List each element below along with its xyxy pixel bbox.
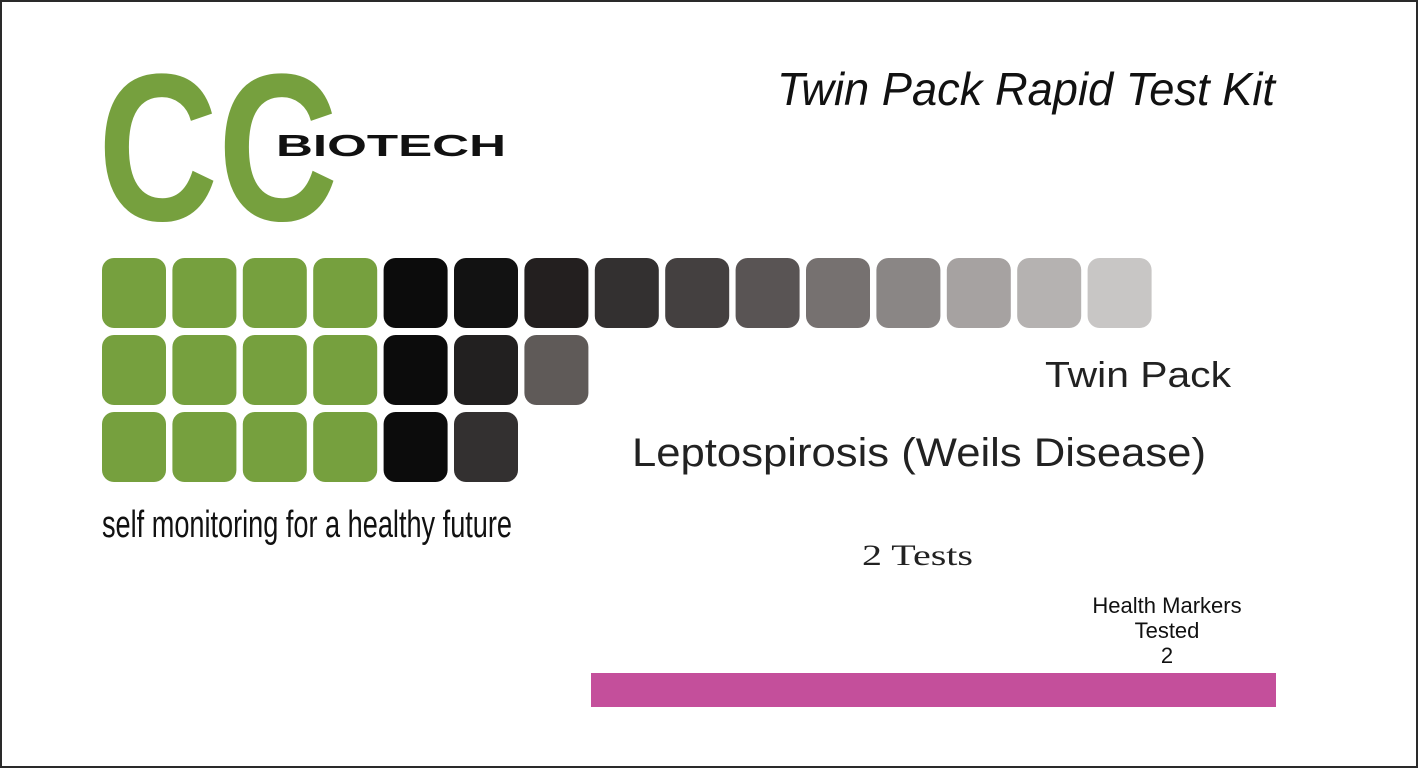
tile <box>946 258 1011 328</box>
tile <box>102 412 166 482</box>
tile <box>102 335 166 405</box>
tile <box>313 335 378 405</box>
tests: 2 Tests <box>862 539 973 572</box>
tile <box>735 258 800 328</box>
tile <box>1017 258 1082 328</box>
tile <box>454 335 518 405</box>
accent-bar <box>591 673 1276 707</box>
logo-knockout <box>268 124 512 164</box>
tile <box>313 412 378 482</box>
tile-grid <box>102 258 1152 482</box>
title: Twin Pack Rapid Test Kit <box>777 63 1277 115</box>
tile <box>172 412 237 482</box>
pack: Twin Pack <box>1045 354 1232 395</box>
tile <box>242 335 307 405</box>
tile <box>383 258 448 328</box>
markers-line: Tested <box>1135 618 1200 643</box>
tile <box>242 258 307 328</box>
tagline: self monitoring for a healthy future <box>102 504 512 546</box>
tile <box>172 335 237 405</box>
markers-line: Health Markers <box>1092 593 1241 618</box>
logo-name: BIOTECH <box>276 128 506 163</box>
tile <box>1087 258 1152 328</box>
tile <box>454 258 518 328</box>
tile <box>524 258 589 328</box>
tile <box>172 258 237 328</box>
markers-line: 2 <box>1161 643 1173 668</box>
tile <box>102 258 166 328</box>
tile <box>524 335 589 405</box>
tile <box>806 258 870 328</box>
tile <box>876 258 941 328</box>
product: Leptospirosis (Weils Disease) <box>632 431 1206 475</box>
tile <box>242 412 307 482</box>
tile <box>383 412 448 482</box>
tile <box>313 258 378 328</box>
tile <box>454 412 518 482</box>
tile <box>383 335 448 405</box>
tile <box>594 258 659 328</box>
tile <box>665 258 730 328</box>
